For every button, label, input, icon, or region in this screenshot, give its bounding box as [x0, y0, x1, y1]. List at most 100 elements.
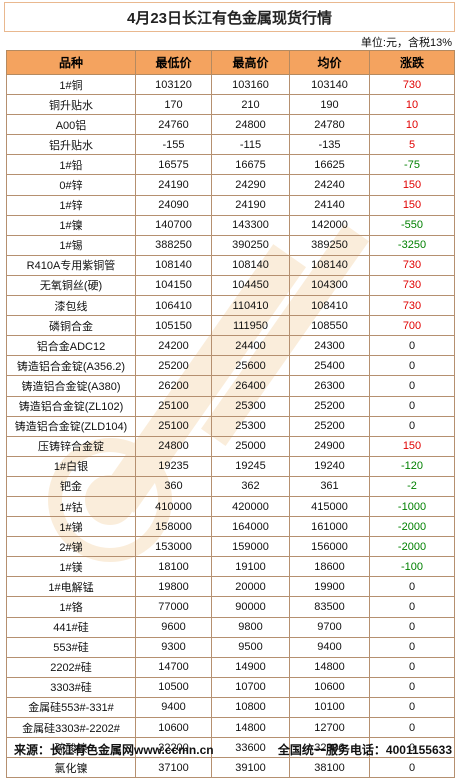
cell-high-price: 103160	[211, 73, 290, 96]
cell-low-price: 24800	[135, 435, 212, 457]
cell-high-price: 24190	[211, 194, 290, 216]
cell-variety: 1#白银	[6, 455, 136, 477]
cell-avg-price: 26300	[289, 375, 370, 397]
cell-low-price: 170	[135, 94, 212, 116]
cell-change: 0	[369, 395, 455, 417]
cell-variety: 铸造铝合金锭(A380)	[6, 375, 136, 397]
cell-change: 0	[369, 757, 455, 778]
table-row: R410A专用紫铜管 108140 108140 108140 730	[6, 254, 455, 276]
cell-high-price: 362	[211, 475, 290, 497]
cell-low-price: 24190	[135, 174, 212, 196]
table-row: 无氧铜丝(硬) 104150 104450 104300 730	[6, 274, 455, 297]
page-title: 4月23日长江有色金属现货行情	[126, 9, 333, 27]
cell-high-price: 24800	[211, 114, 290, 136]
cell-variety: 1#锡	[6, 234, 136, 256]
cell-avg-price: 25400	[289, 355, 370, 377]
cell-avg-price: 24140	[289, 194, 370, 216]
cell-change: 0	[369, 656, 455, 678]
cell-variety: 1#镁	[6, 556, 136, 578]
cell-low-price: 108140	[135, 254, 212, 276]
cell-change: -2000	[369, 516, 455, 538]
title-bar: 4月23日长江有色金属现货行情	[4, 2, 455, 32]
cell-low-price: 153000	[135, 536, 212, 558]
cell-low-price: 360	[135, 475, 212, 497]
cell-high-price: 33600	[211, 737, 290, 759]
table-row: 2#锑 153000 159000 156000 -2000	[6, 536, 455, 558]
header-high-price: 最高价	[211, 50, 290, 75]
table-row: 441#硅 9600 9800 9700 0	[6, 616, 455, 638]
cell-avg-price: 190	[289, 94, 370, 116]
cell-variety: 磷铜合金	[6, 315, 136, 337]
cell-avg-price: 108410	[289, 295, 370, 317]
cell-change: -2000	[369, 536, 455, 558]
cell-high-price: 20000	[211, 576, 290, 598]
cell-low-price: 19800	[135, 576, 212, 598]
cell-high-price: 24400	[211, 335, 290, 357]
cell-low-price: 10500	[135, 676, 212, 698]
footer-hotline: 全国统一服务电话：4001155633	[277, 743, 452, 757]
cell-change: -550	[369, 214, 455, 236]
cell-low-price: 25100	[135, 395, 212, 417]
table-row: 磷铜合金 105150 111950 108550 700	[6, 315, 455, 337]
cell-avg-price: 10600	[289, 676, 370, 698]
cell-change: -120	[369, 455, 455, 477]
cell-avg-price: 361	[289, 475, 370, 497]
cell-change: 730	[369, 254, 455, 276]
cell-high-price: 108140	[211, 254, 290, 276]
cell-change: 0	[369, 355, 455, 377]
cell-low-price: 25100	[135, 415, 212, 437]
cell-variety: 铜升贴水	[6, 94, 136, 116]
cell-high-price: -115	[211, 134, 290, 156]
cell-variety: 1#钴	[6, 495, 136, 518]
table-row: 钯金 360 362 361 -2	[6, 475, 455, 497]
cell-change: -75	[369, 154, 455, 176]
cell-high-price: 210	[211, 94, 290, 116]
table-row: 铝升贴水 -155 -115 -135 5	[6, 134, 455, 156]
cell-change: 150	[369, 194, 455, 216]
cell-avg-price: 415000	[289, 495, 370, 518]
table-row: 金属硅553#-331# 9400 10800 10100 0	[6, 696, 455, 719]
cell-variety: 3303#硅	[6, 676, 136, 698]
footer: 来源：长江有色金属网www.ccmn.cn 全国统一服务电话：400115563…	[14, 741, 452, 758]
cell-low-price: 140700	[135, 214, 212, 236]
cell-change: 150	[369, 174, 455, 196]
cell-high-price: 24290	[211, 174, 290, 196]
footer-source: 来源：长江有色金属网www.ccmn.cn	[14, 743, 214, 757]
table-row: 1#白银 19235 19245 19240 -120	[6, 455, 455, 477]
cell-low-price: 24760	[135, 114, 212, 136]
cell-change: 730	[369, 73, 455, 96]
cell-avg-price: 103140	[289, 73, 370, 96]
cell-avg-price: 24240	[289, 174, 370, 196]
cell-avg-price: 38100	[289, 757, 370, 778]
cell-avg-price: 9400	[289, 636, 370, 658]
table-row: 铸造铝合金锭(ZL102) 25100 25300 25200 0	[6, 395, 455, 417]
table-row: 1#锑 158000 164000 161000 -2000	[6, 516, 455, 538]
table-row: 1#铜 103120 103160 103140 730	[6, 73, 455, 96]
cell-change: 730	[369, 295, 455, 317]
cell-low-price: 14700	[135, 656, 212, 678]
cell-low-price: 77000	[135, 596, 212, 618]
table-row: 压铸锌合金锭 24800 25000 24900 150	[6, 435, 455, 457]
cell-variety: 0#锌	[6, 174, 136, 196]
table-row: A00铝 24760 24800 24780 10	[6, 114, 455, 136]
cell-avg-price: 104300	[289, 274, 370, 297]
cell-low-price: 105150	[135, 315, 212, 337]
cell-low-price: 25200	[135, 355, 212, 377]
table-row: 铸造铝合金锭(A356.2) 25200 25600 25400 0	[6, 355, 455, 377]
cell-low-price: 9600	[135, 616, 212, 638]
table-row: 0#锌 24190 24290 24240 150	[6, 174, 455, 196]
cell-avg-price: 24900	[289, 435, 370, 457]
cell-low-price: 410000	[135, 495, 212, 518]
table-row: 1#镍 140700 143300 142000 -550	[6, 214, 455, 236]
cell-low-price: 19235	[135, 455, 212, 477]
cell-avg-price: 161000	[289, 516, 370, 538]
cell-change: -1000	[369, 495, 455, 518]
cell-high-price: 164000	[211, 516, 290, 538]
cell-avg-price: 108140	[289, 254, 370, 276]
cell-high-price: 19100	[211, 556, 290, 578]
cell-avg-price: 19240	[289, 455, 370, 477]
cell-change: 0	[369, 335, 455, 357]
table-row: 1#铬 77000 90000 83500 0	[6, 596, 455, 618]
cell-variety: 1#铅	[6, 154, 136, 176]
cell-high-price: 19245	[211, 455, 290, 477]
